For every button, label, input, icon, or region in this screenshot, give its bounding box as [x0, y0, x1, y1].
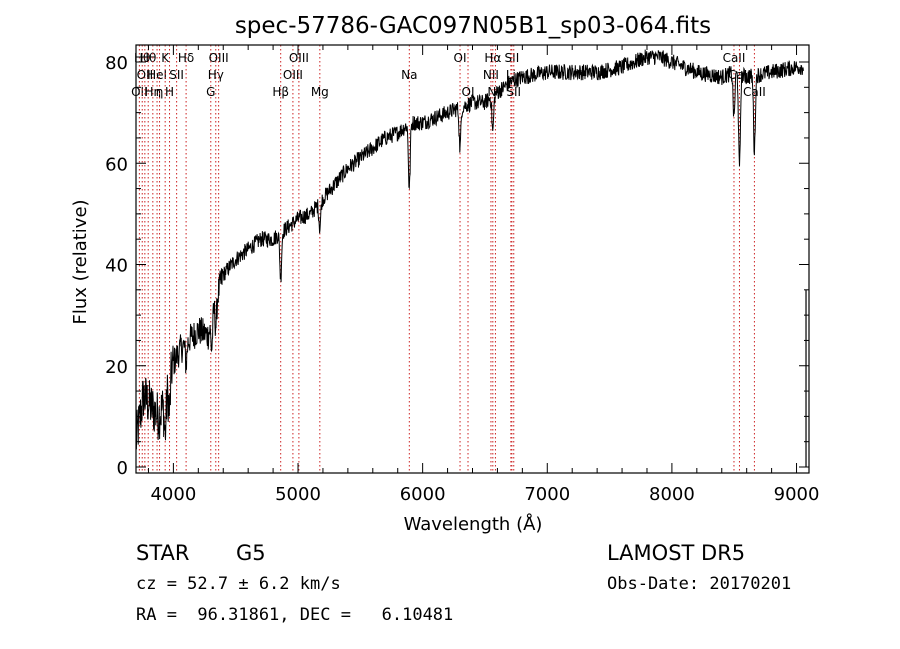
line-marker-label: CaII	[743, 85, 766, 99]
x-axis-label: Wavelength (Å)	[404, 513, 543, 535]
chart-title: spec-57786-GAC097N05B1_sp03-064.fits	[235, 13, 711, 39]
line-marker-label: η	[156, 85, 164, 99]
line-marker-label: K	[161, 51, 170, 65]
y-tick-label: 40	[105, 256, 128, 277]
spectrum-layer	[135, 49, 807, 467]
x-tick-label: 4000	[150, 484, 196, 505]
x-tick-label: 8000	[649, 484, 695, 505]
line-marker-label: Hγ	[208, 68, 224, 82]
line-marker-label: Hδ	[178, 51, 194, 65]
survey-name: LAMOST DR5	[607, 541, 746, 565]
observation-date: Obs-Date: 20170201	[607, 574, 792, 594]
line-marker-label: OIII	[289, 51, 309, 65]
x-tick-label: 7000	[524, 484, 570, 505]
object-subclass: G5	[236, 541, 266, 565]
y-tick-label: 0	[117, 458, 128, 479]
sky-coordinates: RA = 96.31861, DEC = 6.10481	[136, 605, 454, 625]
line-marker-label: OIII	[283, 68, 303, 82]
line-marker-label: Na	[401, 68, 417, 82]
line-marker-label: SII	[505, 51, 520, 65]
line-marker-label: H	[165, 85, 174, 99]
axis-ticks: 4000 5000 6000 7000 8000 9000 0 20 40 60 80	[105, 45, 819, 505]
line-marker-label: Hθ	[140, 51, 156, 65]
y-tick-label: 80	[105, 53, 128, 74]
line-marker-label: OII	[137, 68, 154, 82]
x-tick-label: 6000	[400, 484, 446, 505]
line-marker-label: OI	[454, 51, 467, 65]
line-marker-label: OIII	[209, 51, 229, 65]
spectrum-line	[135, 49, 804, 450]
line-marker-label: Hη	[145, 85, 162, 99]
line-marker-label: Mg	[311, 85, 329, 99]
line-marker-label: CaII	[723, 51, 746, 65]
line-marker-label: NII	[483, 68, 499, 82]
line-marker-label: Hβ	[272, 85, 289, 99]
y-tick-label: 60	[105, 154, 128, 175]
redshift-value: cz = 52.7 ± 6.2 km/s	[136, 574, 341, 594]
x-tick-label: 9000	[774, 484, 820, 505]
line-marker-label: SII	[506, 85, 521, 99]
x-tick-label: 5000	[275, 484, 321, 505]
object-class: STAR	[136, 541, 190, 565]
line-marker-label: OII	[131, 85, 148, 99]
line-marker-label: SII	[169, 68, 184, 82]
line-marker-label: G	[206, 85, 215, 99]
y-axis-label: Flux (relative)	[70, 199, 91, 324]
line-marker-label: Hα	[484, 51, 501, 65]
line-marker-layer: OIIHθOIIHθHηHeIηKHSIIHδGHγOIIIHβOIIIOIII…	[131, 45, 766, 473]
line-marker-label: Li	[506, 68, 516, 82]
line-marker-label: HeI	[147, 68, 167, 82]
y-tick-label: 20	[105, 357, 128, 378]
line-marker-label: OI	[462, 85, 475, 99]
